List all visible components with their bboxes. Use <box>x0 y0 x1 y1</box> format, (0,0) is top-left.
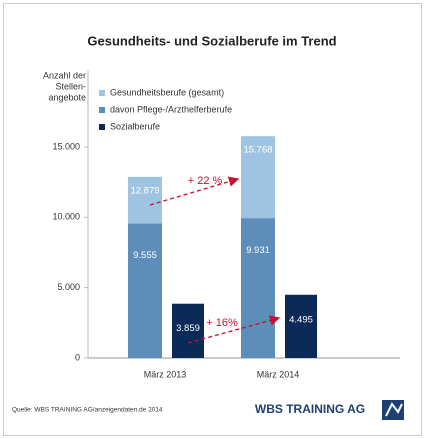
bar <box>241 218 275 358</box>
value-label: 3.859 <box>176 323 200 334</box>
legend-swatch <box>99 107 105 113</box>
source: Quelle: WBS TRAINING AG/anzeigendaten.de… <box>12 407 163 414</box>
y-label: Stellen- <box>55 81 86 91</box>
legend-label: davon Pflege-/Arzthelferberufe <box>110 104 232 114</box>
bar <box>285 294 317 358</box>
value-label: 9.931 <box>246 245 270 256</box>
legend-swatch <box>99 124 105 130</box>
annotation: + 22 % <box>188 175 223 187</box>
value-label: 9.555 <box>133 250 157 261</box>
bar <box>128 223 162 358</box>
legend-label: Gesundheitsberufe (gesamt) <box>110 87 224 97</box>
logo-text: WBS TRAINING AG <box>255 402 365 416</box>
legend-label: Sozialberufe <box>110 121 160 131</box>
logo-icon <box>382 400 404 420</box>
legend-swatch <box>99 90 105 96</box>
y-label: Anzahl der <box>43 70 86 80</box>
value-label: 4.495 <box>289 314 313 325</box>
value-label: 12.879 <box>130 185 159 196</box>
arrow <box>149 176 240 206</box>
arrow <box>187 315 281 344</box>
annotation: + 16% <box>206 317 238 329</box>
y-label: angebote <box>48 92 86 102</box>
bar <box>172 303 204 358</box>
value-label: 15.768 <box>243 145 272 156</box>
x-tick-label: März 2014 <box>257 369 300 379</box>
y-tick-label: 10.000 <box>52 212 80 222</box>
y-tick-label: 0 <box>75 352 80 362</box>
logo-icon <box>385 402 403 417</box>
frame <box>3 3 422 436</box>
y-tick-label: 5.000 <box>57 282 80 292</box>
x-tick-label: März 2013 <box>144 369 187 379</box>
y-tick-label: 15.000 <box>52 141 80 151</box>
chart-title: Gesundheits- und Sozialberufe im Trend <box>87 33 336 48</box>
